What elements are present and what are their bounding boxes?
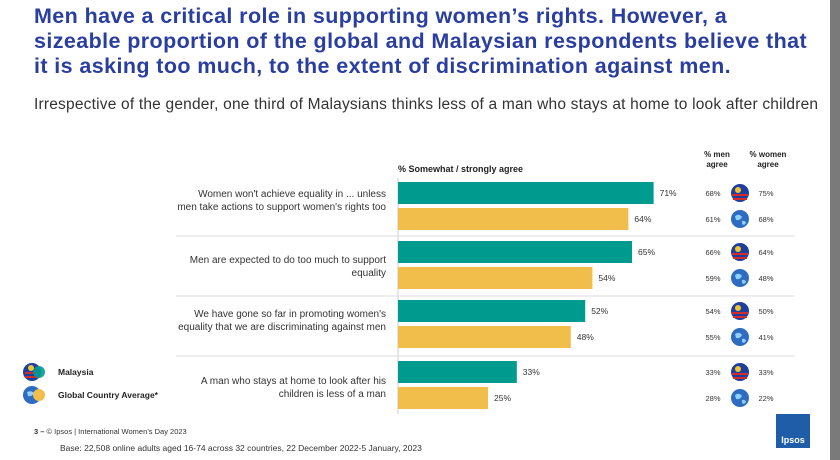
bar-value-label: 25%: [494, 393, 511, 403]
malaysia-flag-icon: [731, 363, 749, 381]
category-label-1: Women won't achieve equality in ... unle…: [177, 189, 386, 213]
bar-value-label: 64%: [634, 214, 651, 224]
bar-value-label: 65%: [638, 247, 655, 257]
women-agree-value: 41%: [758, 333, 773, 342]
globe-icon: [731, 328, 749, 346]
malaysia-flag-icon: [731, 184, 749, 202]
women-agree-value: 22%: [758, 394, 773, 403]
men-agree-value: 68%: [705, 189, 720, 198]
chart-header: % Somewhat / strongly agree: [398, 164, 523, 174]
men-agree-value: 59%: [705, 274, 720, 283]
category-label-2: Men are expected to do too much to suppo…: [189, 255, 386, 279]
malaysia-flag-icon: [731, 243, 749, 261]
bar-value-label: 33%: [523, 367, 540, 377]
bar-global: [398, 267, 593, 289]
bar-value-label: 71%: [660, 188, 677, 198]
bar-value-label: 48%: [577, 332, 594, 342]
slide-title: Men have a critical role in supporting w…: [34, 4, 808, 78]
source-text: © Ipsos | International Women’s Day 2023: [46, 427, 187, 436]
footer-base: Base: 22,508 online adults aged 16-74 ac…: [60, 443, 422, 453]
women-agree-value: 33%: [758, 368, 773, 377]
globe-icon: [731, 269, 749, 287]
slide-subtitle: Irrespective of the gender, one third of…: [34, 96, 819, 113]
window-edge-strip: [830, 0, 840, 460]
malaysia-flag-icon: [731, 302, 749, 320]
bar-malaysia: [398, 361, 517, 383]
bar-malaysia: [398, 241, 632, 263]
bar-malaysia: [398, 300, 586, 322]
legend-label-malaysia: Malaysia: [58, 367, 94, 377]
women-agree-value: 48%: [758, 274, 773, 283]
footer-source: 3 – © Ipsos | International Women’s Day …: [34, 427, 187, 436]
women-agree-value: 64%: [758, 248, 773, 257]
bar-value-label: 54%: [598, 273, 615, 283]
bar-malaysia: [398, 182, 654, 204]
men-agree-value: 33%: [705, 368, 720, 377]
women-agree-value: 75%: [758, 189, 773, 198]
women-agree-value: 50%: [758, 307, 773, 316]
globe-icon: [731, 389, 749, 407]
legend-item-global: Global Country Average*: [22, 385, 158, 405]
men-agree-header: % men agree: [704, 150, 730, 169]
category-label-3: We have gone so far in promoting women's…: [178, 309, 386, 333]
men-agree-value: 66%: [705, 248, 720, 257]
page-number: 3 –: [34, 427, 45, 436]
bar-global: [398, 387, 488, 409]
legend-label-global: Global Country Average*: [58, 390, 158, 400]
bar-global: [398, 326, 571, 348]
men-agree-value: 55%: [705, 333, 720, 342]
men-agree-value: 61%: [705, 215, 720, 224]
malaysia-flag-icon: [23, 363, 45, 381]
category-label-4: A man who stays at home to look after hi…: [200, 376, 386, 400]
ipsos-logo: Ipsos: [776, 414, 810, 448]
globe-icon: [731, 210, 749, 228]
globe-icon: [23, 386, 45, 404]
women-agree-header: % women agree: [749, 150, 787, 169]
bar-value-label: 52%: [591, 306, 608, 316]
men-agree-value: 28%: [705, 394, 720, 403]
legend-item-malaysia: Malaysia: [22, 362, 93, 382]
men-agree-value: 54%: [705, 307, 720, 316]
women-agree-value: 68%: [758, 215, 773, 224]
bar-global: [398, 208, 629, 230]
